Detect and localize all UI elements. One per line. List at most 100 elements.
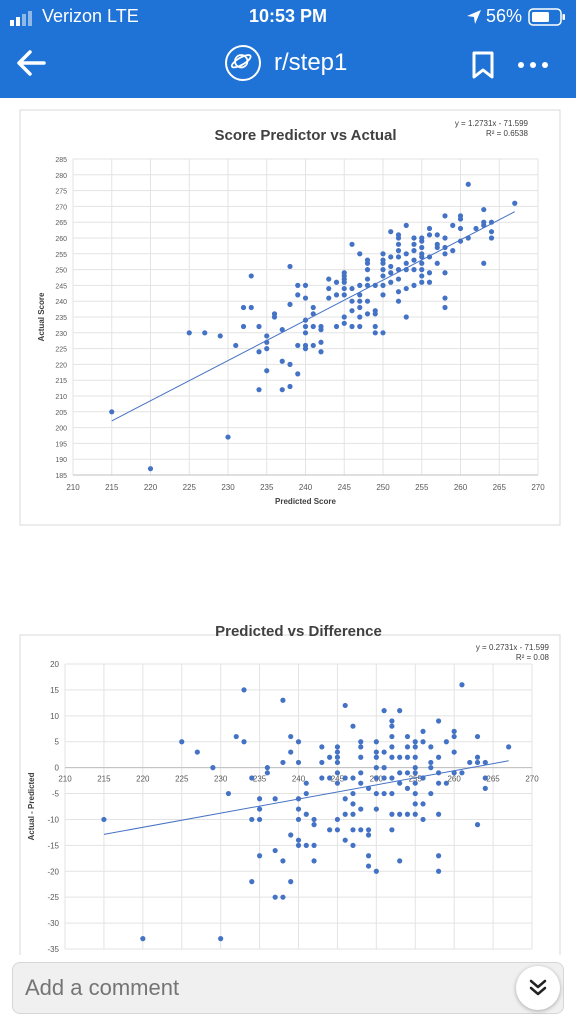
data-point bbox=[295, 837, 302, 843]
data-point bbox=[303, 842, 309, 848]
data-point bbox=[179, 739, 185, 745]
data-point bbox=[372, 323, 378, 330]
subreddit-title[interactable]: r/step1 bbox=[274, 49, 348, 76]
data-point bbox=[350, 801, 356, 807]
data-point bbox=[395, 276, 402, 282]
data-point bbox=[326, 285, 332, 292]
data-point bbox=[426, 270, 433, 276]
data-point bbox=[404, 754, 411, 760]
y-tick-label: 250 bbox=[55, 268, 67, 275]
trendline-equation: y = 0.2731x - 71.599 bbox=[476, 643, 550, 652]
data-point bbox=[225, 434, 231, 440]
data-point bbox=[302, 282, 309, 288]
data-point bbox=[457, 225, 464, 232]
data-point bbox=[412, 754, 418, 760]
back-button[interactable] bbox=[14, 46, 48, 80]
data-point bbox=[364, 282, 371, 288]
data-point bbox=[319, 775, 325, 781]
y-tick-label: -30 bbox=[47, 919, 59, 928]
data-point bbox=[436, 853, 442, 859]
y-tick-label: 10 bbox=[50, 712, 59, 721]
more-icon[interactable] bbox=[516, 54, 550, 76]
data-point bbox=[451, 733, 457, 740]
x-tick-label: 220 bbox=[144, 483, 158, 492]
data-point bbox=[350, 775, 356, 781]
y-tick-label: 5 bbox=[55, 738, 60, 747]
data-point bbox=[420, 728, 426, 734]
data-point bbox=[442, 304, 448, 311]
data-point bbox=[280, 858, 286, 864]
x-tick-label: 225 bbox=[175, 775, 189, 784]
data-point bbox=[365, 853, 372, 859]
data-point bbox=[349, 308, 355, 314]
data-point bbox=[381, 765, 387, 771]
data-point bbox=[240, 304, 247, 311]
data-point bbox=[334, 754, 341, 760]
data-point bbox=[357, 314, 363, 320]
data-point bbox=[357, 251, 363, 257]
data-point bbox=[451, 749, 457, 755]
y-axis-label: Actual - Predicted bbox=[27, 772, 36, 840]
data-point bbox=[218, 936, 224, 942]
data-point bbox=[412, 765, 418, 771]
data-point bbox=[404, 733, 411, 740]
data-point bbox=[256, 816, 263, 823]
data-point bbox=[341, 292, 347, 298]
data-point bbox=[397, 780, 403, 786]
data-point bbox=[412, 739, 418, 745]
data-point bbox=[380, 257, 386, 263]
comment-input[interactable]: Add a comment bbox=[12, 962, 564, 1014]
data-point bbox=[434, 241, 440, 247]
data-point bbox=[256, 806, 263, 812]
data-point bbox=[381, 790, 387, 797]
data-point bbox=[442, 270, 448, 276]
data-point bbox=[358, 739, 364, 745]
data-point bbox=[388, 263, 394, 270]
data-point bbox=[342, 837, 348, 843]
collapse-button[interactable] bbox=[516, 966, 560, 1010]
data-point bbox=[451, 770, 457, 776]
data-point bbox=[397, 858, 403, 864]
data-point bbox=[357, 282, 363, 288]
data-point bbox=[279, 327, 285, 333]
bookmark-icon[interactable] bbox=[470, 50, 496, 80]
y-tick-label: 0 bbox=[55, 764, 60, 773]
data-point bbox=[302, 323, 309, 330]
data-point bbox=[287, 301, 293, 307]
data-point bbox=[389, 827, 395, 833]
y-tick-label: 230 bbox=[55, 331, 67, 338]
y-tick-label: 225 bbox=[55, 347, 67, 354]
x-tick-label: 260 bbox=[454, 483, 468, 492]
data-point bbox=[389, 718, 395, 724]
data-point bbox=[288, 749, 294, 755]
data-point bbox=[334, 744, 341, 750]
data-point bbox=[334, 780, 341, 786]
data-point bbox=[364, 257, 371, 263]
y-tick-label: 270 bbox=[55, 204, 67, 211]
data-point bbox=[428, 759, 434, 766]
y-tick-label: -25 bbox=[47, 893, 59, 902]
data-point bbox=[288, 832, 294, 838]
chart-frame bbox=[19, 634, 561, 955]
y-tick-label: 260 bbox=[55, 236, 67, 243]
data-point bbox=[403, 251, 409, 257]
data-point bbox=[381, 708, 387, 714]
data-point bbox=[280, 759, 286, 766]
data-point bbox=[372, 330, 378, 336]
x-tick-label: 250 bbox=[376, 483, 390, 492]
y-tick-label: -15 bbox=[47, 841, 59, 850]
data-point bbox=[233, 733, 239, 740]
data-point bbox=[225, 790, 232, 797]
data-point bbox=[419, 260, 425, 266]
planet-icon[interactable] bbox=[225, 45, 261, 81]
data-point bbox=[380, 292, 386, 298]
data-point bbox=[364, 267, 371, 273]
x-tick-label: 225 bbox=[183, 483, 197, 492]
data-point bbox=[295, 739, 302, 745]
data-point bbox=[442, 295, 448, 301]
data-point bbox=[302, 346, 309, 352]
data-point bbox=[420, 816, 426, 823]
data-point bbox=[404, 785, 411, 791]
data-point bbox=[467, 759, 473, 766]
data-point bbox=[280, 697, 286, 703]
